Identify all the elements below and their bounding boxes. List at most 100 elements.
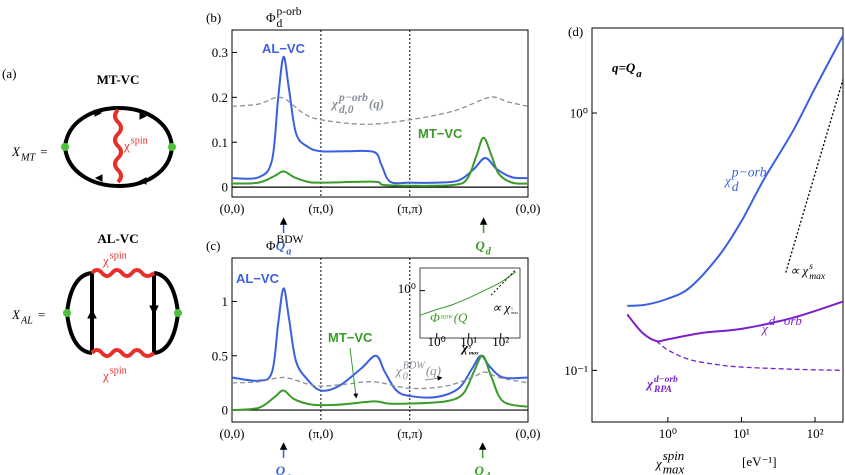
x-tick-label: (0,0) bbox=[220, 201, 245, 216]
al-spin-bottom bbox=[90, 348, 156, 358]
x-tick-label: (π,π) bbox=[397, 201, 422, 216]
base: Q bbox=[474, 463, 484, 475]
label: Φp-orb d bbox=[266, 5, 302, 30]
sup: spin bbox=[131, 136, 148, 147]
sub: 0 bbox=[403, 372, 408, 383]
base: Q bbox=[276, 463, 286, 475]
sup: d−orb bbox=[654, 375, 678, 385]
series-line bbox=[627, 35, 844, 307]
base: ∝ χ bbox=[492, 300, 511, 315]
al-arrows bbox=[87, 305, 159, 319]
base: Φ bbox=[266, 238, 276, 253]
series-line bbox=[656, 340, 844, 372]
vertex bbox=[168, 143, 176, 151]
base: χ bbox=[654, 456, 662, 471]
sub: d bbox=[485, 472, 491, 475]
plot-frame bbox=[231, 29, 529, 198]
sub: max bbox=[511, 310, 518, 315]
base: χ bbox=[123, 138, 130, 153]
plot-frame bbox=[419, 267, 521, 339]
base: χ bbox=[460, 340, 469, 355]
mt-diagram bbox=[61, 106, 176, 188]
sup: s bbox=[468, 345, 471, 351]
label: XAL = bbox=[11, 307, 46, 327]
x-tick-label: 10⁰ bbox=[659, 426, 677, 441]
base: χ bbox=[723, 173, 731, 188]
base: Φ bbox=[266, 10, 276, 25]
base: χ bbox=[760, 321, 768, 336]
series-line bbox=[231, 287, 529, 399]
vertex bbox=[63, 309, 71, 317]
label: Qa bbox=[276, 463, 291, 475]
base: χ bbox=[102, 368, 109, 383]
sup: BDW bbox=[441, 315, 453, 321]
series-line bbox=[231, 371, 529, 390]
sub: d bbox=[732, 179, 739, 194]
y-tick-label: 0.5 bbox=[212, 348, 228, 363]
rest: (q) bbox=[426, 363, 441, 378]
sup: spin bbox=[663, 448, 685, 463]
sup: s bbox=[511, 305, 513, 310]
sup: spin bbox=[110, 251, 127, 262]
base: ∝ χ bbox=[790, 263, 809, 278]
label: (b) bbox=[206, 10, 221, 25]
x-tick-label: (π,π) bbox=[397, 426, 422, 441]
sub: AL bbox=[20, 316, 33, 327]
sub: RPA bbox=[653, 385, 672, 395]
label: ∝ χs max bbox=[790, 262, 826, 282]
mt-lower-line bbox=[63, 146, 174, 188]
label: χspin max bbox=[654, 448, 685, 475]
series-line bbox=[231, 96, 529, 125]
label: χspin bbox=[123, 136, 148, 153]
label: χspin bbox=[102, 366, 127, 383]
y-tick-label: 10⁻¹ bbox=[564, 363, 588, 378]
x-tick-label: (π,0) bbox=[308, 201, 333, 216]
sup: BDW bbox=[277, 233, 304, 246]
label: χd−orb bbox=[760, 313, 802, 336]
label: MT−VC bbox=[328, 330, 373, 345]
y-tick-label: 10⁰ bbox=[398, 281, 416, 296]
y-tick-label: 0.2 bbox=[212, 90, 228, 105]
label: (c) bbox=[206, 238, 220, 253]
base: χ bbox=[394, 363, 402, 378]
x-unit: [eV⁻¹] bbox=[742, 454, 777, 469]
rest: = bbox=[36, 144, 48, 159]
label: Qd bbox=[474, 463, 490, 475]
label: χspin bbox=[102, 251, 127, 268]
rest: (q) bbox=[369, 96, 384, 111]
base: Q bbox=[276, 238, 286, 253]
sup: s bbox=[809, 262, 813, 272]
al-lines bbox=[65, 271, 180, 355]
series-line bbox=[419, 271, 517, 316]
label: XMT = bbox=[11, 144, 48, 164]
x-tick-label: 10² bbox=[807, 426, 824, 441]
al-spin-top bbox=[90, 268, 156, 278]
sup: BDW bbox=[403, 361, 427, 372]
series-line bbox=[231, 55, 529, 185]
label: χp−orb d bbox=[723, 165, 767, 194]
y-tick-label: 0 bbox=[222, 180, 229, 195]
x-tick-label: 10² bbox=[492, 334, 509, 349]
label: MT−VC bbox=[418, 126, 463, 141]
label: AL−VC bbox=[236, 271, 280, 286]
sup: d−orb bbox=[769, 313, 803, 328]
x-tick-label: (π,0) bbox=[308, 426, 333, 441]
label: Qd bbox=[475, 238, 491, 258]
series-line bbox=[785, 79, 844, 273]
label: χBDW 0 (q) bbox=[394, 361, 441, 383]
sub: d,0 bbox=[339, 103, 354, 116]
y-tick-label: 1 bbox=[222, 294, 229, 309]
pointer bbox=[349, 347, 359, 399]
sub: a bbox=[286, 247, 291, 258]
y-tick-label: 0.3 bbox=[212, 45, 228, 60]
x-tick-label: 10⁰ bbox=[428, 334, 446, 349]
base: χ bbox=[645, 376, 654, 391]
y-tick-label: 0.1 bbox=[212, 135, 228, 150]
mt-arrows bbox=[94, 109, 148, 185]
x-tick-label: (0,0) bbox=[516, 201, 541, 216]
rest: = bbox=[34, 307, 46, 322]
x-tick-label: 10¹ bbox=[460, 334, 477, 349]
sup: p−orb bbox=[338, 91, 368, 104]
base: q=Q bbox=[612, 60, 636, 75]
